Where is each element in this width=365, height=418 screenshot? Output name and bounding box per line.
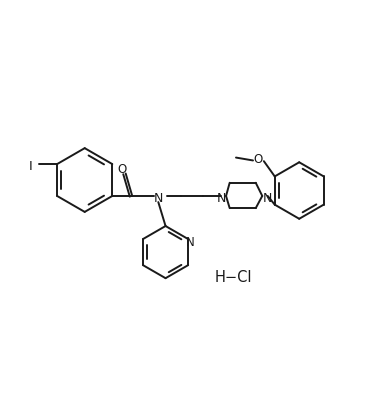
Text: N: N bbox=[154, 192, 163, 205]
Text: H−Cl: H−Cl bbox=[215, 270, 253, 285]
Text: N: N bbox=[186, 236, 195, 249]
Text: O: O bbox=[118, 163, 127, 176]
Text: N: N bbox=[263, 192, 272, 205]
Text: I: I bbox=[29, 160, 32, 173]
Text: O: O bbox=[253, 153, 262, 166]
Text: N: N bbox=[216, 192, 226, 205]
